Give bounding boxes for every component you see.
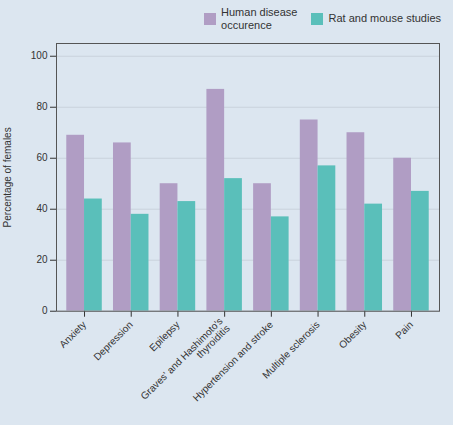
svg-text:40: 40 bbox=[36, 204, 48, 215]
svg-text:Pain: Pain bbox=[393, 319, 415, 341]
svg-text:Anxiety: Anxiety bbox=[57, 319, 88, 350]
svg-text:Percentage of females: Percentage of females bbox=[2, 128, 13, 228]
svg-text:20: 20 bbox=[36, 255, 48, 266]
svg-text:0: 0 bbox=[42, 306, 48, 317]
svg-text:100: 100 bbox=[31, 51, 48, 62]
svg-text:Obesity: Obesity bbox=[337, 319, 369, 351]
svg-text:Multiple sclerosis: Multiple sclerosis bbox=[260, 319, 322, 381]
svg-text:Hypertension and stroke: Hypertension and stroke bbox=[191, 319, 276, 404]
svg-text:60: 60 bbox=[36, 153, 48, 164]
svg-text:Depression: Depression bbox=[91, 319, 135, 363]
svg-text:Epilepsy: Epilepsy bbox=[147, 319, 182, 354]
svg-text:Graves' and Hashimoto'sthyroid: Graves' and Hashimoto'sthyroiditis bbox=[138, 316, 231, 409]
html-text:Rat and mouse studies: Rat and mouse studies bbox=[328, 12, 441, 25]
svg-text:80: 80 bbox=[36, 102, 48, 113]
html-text:Human disease occurence: Human disease occurence bbox=[221, 6, 298, 31]
